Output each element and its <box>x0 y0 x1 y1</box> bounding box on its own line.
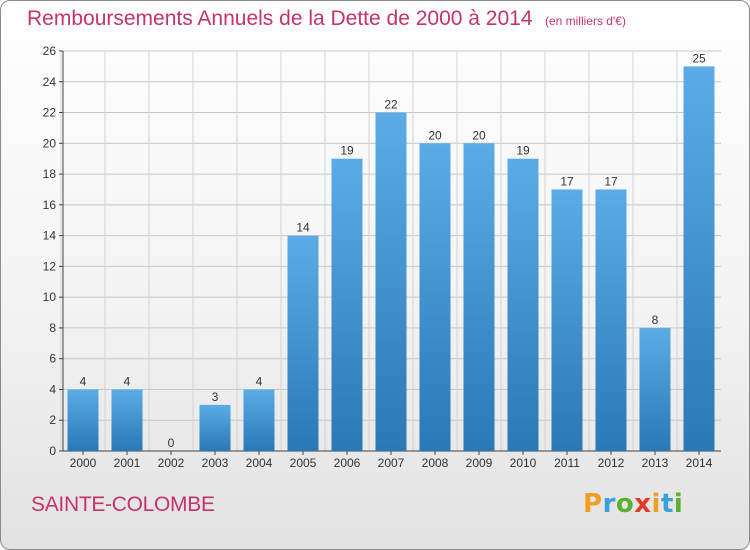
y-tick-label: 6 <box>49 352 56 366</box>
logo-letter: P <box>583 489 603 519</box>
y-tick-label: 26 <box>43 44 57 58</box>
logo-letter: x <box>634 489 652 519</box>
bars <box>67 66 715 452</box>
bar-2001 <box>111 389 143 451</box>
bar-2010 <box>507 158 539 451</box>
value-label-2006: 19 <box>340 144 354 158</box>
y-tick-label: 0 <box>49 444 56 458</box>
bar-2006 <box>331 158 363 451</box>
x-tick-label-2012: 2012 <box>598 456 625 470</box>
x-tick-label-2008: 2008 <box>422 456 449 470</box>
logo-letter: r <box>602 489 616 519</box>
x-tick-label-2014: 2014 <box>686 456 713 470</box>
x-tick-label-2007: 2007 <box>378 456 405 470</box>
y-tick-label: 8 <box>49 321 56 335</box>
proxiti-logo: Proxiti <box>583 489 683 519</box>
value-label-2014: 25 <box>692 51 706 65</box>
bar-2014 <box>683 66 715 451</box>
bar-2004 <box>243 389 275 451</box>
value-label-2007: 22 <box>384 98 398 112</box>
bar-2011 <box>551 189 583 451</box>
y-tick-label: 2 <box>49 413 56 427</box>
y-tick-label: 24 <box>43 75 57 89</box>
x-tick-label-2010: 2010 <box>510 456 537 470</box>
x-tick-label-2004: 2004 <box>246 456 273 470</box>
value-label-2004: 4 <box>256 374 263 388</box>
x-tick-label-2005: 2005 <box>290 456 317 470</box>
logo-letter: t <box>660 489 674 519</box>
x-tick-label-2009: 2009 <box>466 456 493 470</box>
logo-letter: i <box>651 489 661 519</box>
value-label-2003: 3 <box>212 390 219 404</box>
logo-letter: i <box>673 489 684 519</box>
y-tick-label: 16 <box>43 198 57 212</box>
value-label-2010: 19 <box>516 144 530 158</box>
y-tick-label: 14 <box>43 229 57 243</box>
bar-2007 <box>375 112 407 452</box>
chart-title-text: Remboursements Annuels de la Dette de 20… <box>27 7 533 30</box>
value-label-2000: 4 <box>80 374 87 388</box>
labels: 0246810121416182022242642000420010200232… <box>43 44 713 470</box>
x-tick-label-2000: 2000 <box>70 456 97 470</box>
bar-2003 <box>199 404 231 451</box>
y-tick-label: 12 <box>43 259 57 273</box>
y-tick-label: 4 <box>49 382 56 396</box>
bar-2013 <box>639 327 671 451</box>
y-tick-label: 22 <box>43 106 57 120</box>
value-label-2012: 17 <box>604 174 618 188</box>
x-tick-label-2011: 2011 <box>554 456 580 470</box>
logo-letter: o <box>615 489 635 519</box>
x-tick-label-2001: 2001 <box>114 456 141 470</box>
value-label-2001: 4 <box>124 374 131 388</box>
x-tick-label-2003: 2003 <box>202 456 229 470</box>
value-label-2008: 20 <box>428 128 442 142</box>
x-tick-label-2002: 2002 <box>158 456 185 470</box>
chart-title: Remboursements Annuels de la Dette de 20… <box>27 7 626 31</box>
value-label-2005: 14 <box>296 221 310 235</box>
value-label-2011: 17 <box>560 174 574 188</box>
bar-2000 <box>67 389 99 451</box>
bar-2012 <box>595 189 627 451</box>
value-label-2002: 0 <box>168 436 175 450</box>
chart-unit-note: (en milliers d'€) <box>544 14 626 28</box>
x-tick-label-2006: 2006 <box>334 456 361 470</box>
y-tick-label: 20 <box>43 136 57 150</box>
value-label-2009: 20 <box>472 128 486 142</box>
commune-name: SAINTE-COLOMBE <box>31 493 215 516</box>
bar-2009 <box>463 143 495 452</box>
bar-2005 <box>287 235 319 451</box>
y-tick-label: 10 <box>43 290 57 304</box>
bar-2008 <box>419 143 451 452</box>
x-tick-label-2013: 2013 <box>642 456 669 470</box>
value-label-2013: 8 <box>652 313 659 327</box>
y-tick-label: 18 <box>43 167 57 181</box>
